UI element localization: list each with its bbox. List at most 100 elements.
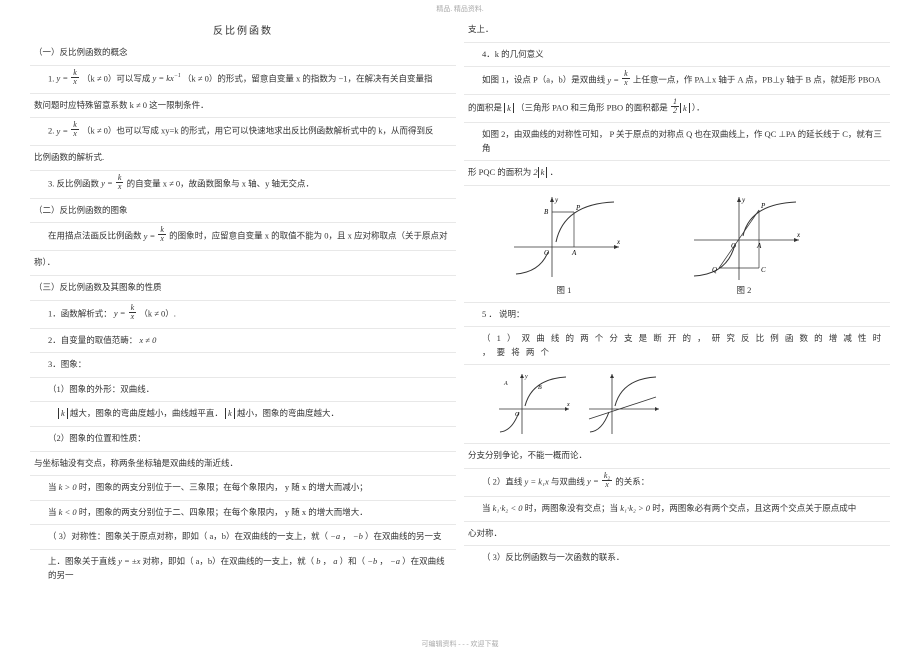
text: （ 2）直线 (482, 476, 522, 486)
svg-text:A: A (756, 242, 762, 250)
text: 3. 反比例函数 (48, 178, 99, 188)
item-4-line1: 如图 1，设点 P（a，b）是双曲线 y = kx 上任意一点，作 PA⊥x 轴… (464, 67, 890, 95)
text: 在用描点法画反比例函数 (48, 231, 142, 241)
text: 当 (48, 507, 57, 517)
y-pm-x: y = ±x (118, 556, 140, 566)
text: （ 3）对称性：图象关于原点对称，即如（ a，b）在双曲线的一支上，就（ (48, 531, 328, 541)
text: 时，两图象必有两个交点，且这两个交点关于原点成中 (652, 503, 856, 513)
section-3-heading: （三）反比例函数及其图象的性质 (30, 276, 456, 301)
prop-3-1: （1）图象的外形：双曲线． (30, 378, 456, 403)
label-2: 2. (48, 126, 54, 136)
text: 与双曲线 (551, 476, 585, 486)
abs-k-r1: k (504, 103, 514, 113)
section-1-heading: （一）反比例函数的概念 (30, 41, 456, 66)
prop-3-3: （ 3）对称性：图象关于原点对称，即如（ a，b）在双曲线的一支上，就（ −a … (30, 525, 456, 550)
formula-y-kx-r1: y = kx (607, 75, 632, 85)
text: 形 PQC 的面积为 (468, 167, 531, 177)
text: （k ≠ 0）也可以写成 xy=k 的形式，用它可以快速地求出反比例函数解析式中… (82, 126, 434, 136)
text: （三角形 PAO 和三角形 PBO 的面积都是 (516, 103, 668, 113)
text: （k ≠ 0）的形式，留意自变量 x 的指数为 −1，在解决有关自变量指 (183, 73, 433, 83)
abs-k-2: k (225, 408, 235, 418)
text: ）． (692, 103, 705, 113)
formula-y-kx: y = kx (57, 73, 82, 83)
item-4-line2: 的面积是 k （三角形 PAO 和三角形 PBO 的面积都是 12k ）． (464, 95, 890, 123)
item-5-1: （ 1 ） 双 曲 线 的 两 个 分 支 是 断 开 的 ， 研 究 反 比 … (464, 327, 890, 365)
prop-3-2b: 与坐标轴没有交点，称两条坐标轴是双曲线的渐近线． (30, 452, 456, 477)
svg-text:y: y (554, 196, 559, 204)
label-1: 1. (48, 73, 54, 83)
text: ． (550, 167, 559, 177)
text: 时，两图象没有交点；当 (525, 503, 619, 513)
prop-k-lt-0: 当 k < 0 时，图象的两支分别位于二、四象限；在每个象限内， y 随 x 的… (30, 501, 456, 526)
formula-kx-neg1: y = kx−1 (153, 73, 183, 83)
right-column: 支上． 4．k 的几何意义 如图 1，设点 P（a，b）是双曲线 y = kx … (464, 18, 890, 587)
text: 上．图象关于直线 (48, 556, 116, 566)
prop-3-3b: 上．图象关于直线 y = ±x 对称，即如（ a，b）在双曲线的一支上，就（ b… (30, 550, 456, 587)
formula-y-kx-3: y = kx (101, 178, 126, 188)
neg-b2: −b (367, 556, 377, 566)
item-5-heading: 5 ． 说明： (464, 303, 890, 328)
svg-text:P: P (575, 204, 581, 212)
formula-y-kx-2: y = kx (57, 126, 82, 136)
k1k2-lt-0: k₁·k₂ < 0 (493, 503, 523, 513)
text: ）和（ (340, 556, 366, 566)
half-abs-k: 12k (670, 103, 692, 113)
prop-3: 3．图象： (30, 353, 456, 378)
footer-watermark: 可编辑资料 - - - 欢迎下载 (0, 639, 920, 649)
item-4-line4: 形 PQC 的面积为 2k ． (464, 161, 890, 186)
text: ， (342, 531, 351, 541)
section-2-line1: 在用描点法画反比例函数 y = kx 的图象时，应留意自变量 x 的取值不能为 … (30, 223, 456, 251)
prop-k-gt-0: 当 k > 0 时，图象的两支分别位于一、三象限；在每个象限内， y 随 x 的… (30, 476, 456, 501)
item-5-2b: 当 k₁·k₂ < 0 时，两图象没有交点；当 k₁·k₂ > 0 时，两图象必… (464, 497, 890, 522)
k-gt-0: k > 0 (59, 482, 77, 492)
caption-1: 图 1 (504, 284, 624, 298)
prop-3-2: （2）图象的位置和性质： (30, 427, 456, 452)
neg-a2: −a (390, 556, 400, 566)
y-k2-over-x: y = k₂x (587, 476, 615, 486)
text: 越小，图象的弯曲度越大． (237, 408, 339, 418)
doc-title: 反比例函数 (30, 18, 456, 41)
text: 当 (482, 503, 491, 513)
svg-text:y: y (524, 374, 528, 380)
svg-text:P: P (760, 202, 766, 210)
item-5-2c: 心对称． (464, 522, 890, 547)
neg-a: −a (330, 531, 340, 541)
text: 2．自变量的取值范畴： (48, 335, 137, 345)
text: 上任意一点，作 PA⊥x 轴于 A 点，PB⊥y 轴于 B 点，就矩形 PBOA (633, 75, 881, 85)
section-2-heading: （二）反比例函数的图象 (30, 199, 456, 224)
item-1-line2: 数问题时应特殊留意系数 k ≠ 0 这一限制条件． (30, 94, 456, 119)
svg-text:Q: Q (712, 266, 717, 274)
text: 的面积是 (468, 103, 502, 113)
graph-captions: 图 1 图 2 (464, 284, 890, 303)
two-abs-k: 2k (533, 167, 549, 177)
prop-1: 1．函数解析式： y = kx （k ≠ 0）. (30, 301, 456, 329)
item-4-heading: 4．k 的几何意义 (464, 43, 890, 68)
svg-text:x: x (616, 238, 621, 246)
formula-y-kx-5: y = kx (114, 308, 139, 318)
text: 1．函数解析式： (48, 308, 112, 318)
a: a (333, 556, 337, 566)
item-5-1b: 分支分别争论，不能一概而论． (464, 444, 890, 469)
item-5-3: （ 3）反比例函数与一次函数的联系． (464, 546, 890, 570)
text: ）在双曲线的另一支 (365, 531, 442, 541)
svg-text:B: B (544, 208, 549, 216)
text: 如图 1，设点 P（a，b）是双曲线 (482, 75, 605, 85)
graph-small-1: x y O A B (494, 369, 574, 439)
text: ， (323, 556, 332, 566)
graph-small-2 (584, 369, 664, 439)
caption-2: 图 2 (684, 284, 804, 298)
svg-text:A: A (503, 381, 508, 387)
text: 的自变量 x ≠ 0，故函数图象与 x 轴、y 轴无交点． (127, 178, 314, 188)
formula-y-kx-4: y = kx (144, 231, 169, 241)
text: 时，图象的两支分别位于二、四象限；在每个象限内， y 随 x 的增大而增大． (79, 507, 368, 517)
item-1-line1: 1. y = kx （k ≠ 0）可以写成 y = kx−1 （k ≠ 0）的形… (30, 66, 456, 94)
text: ， (379, 556, 388, 566)
text: 对称，即如（ a，b）在双曲线的一支上，就（ (142, 556, 314, 566)
page-columns: 反比例函数 （一）反比例函数的概念 1. y = kx （k ≠ 0）可以写成 … (0, 18, 920, 587)
b: b (316, 556, 320, 566)
k1k2-gt-0: k₁·k₂ > 0 (620, 503, 650, 513)
abs-k-1: k (58, 408, 68, 418)
text: 时，图象的两支分别位于一、三象限；在每个象限内， y 随 x 的增大而减小； (79, 482, 368, 492)
svg-text:x: x (796, 231, 801, 239)
neg-b: −b (353, 531, 363, 541)
